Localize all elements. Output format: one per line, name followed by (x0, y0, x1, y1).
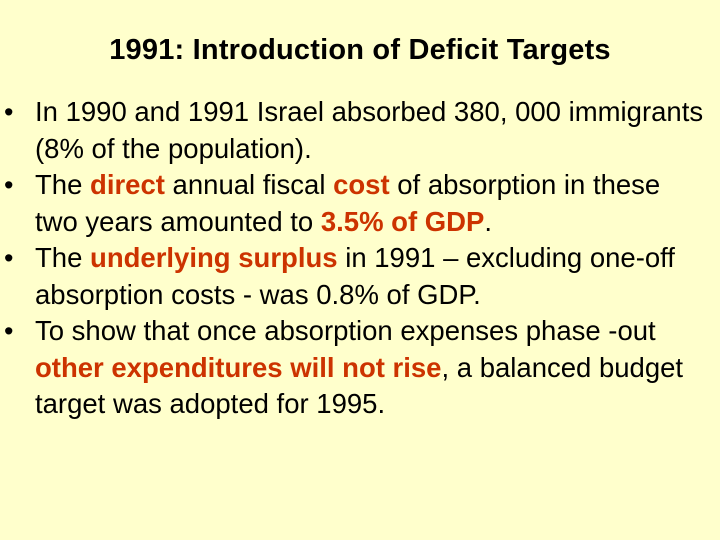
bullet-text: in 1991 – excluding one-off absorption c… (35, 242, 675, 310)
bullet-text: In 1990 and 1991 Israel absorbed 380, 00… (35, 96, 704, 164)
bullet-text: To show that once absorption expenses ph… (35, 315, 656, 346)
bullet-item: • To show that once absorption expenses … (4, 313, 710, 423)
bullet-list: • In 1990 and 1991 Israel absorbed 380, … (4, 94, 710, 423)
bullet-glyph: • (4, 243, 14, 273)
bullet-text: annual fiscal (164, 169, 334, 200)
bullet-text: The (35, 169, 91, 200)
emphasis-text: other expenditures will not rise (35, 351, 442, 383)
bullet-glyph: • (4, 97, 14, 127)
bullet-item: • In 1990 and 1991 Israel absorbed 380, … (4, 94, 710, 167)
bullet-item: • The direct annual fiscal cost of absor… (4, 167, 710, 240)
bullet-text: of absorption in these two years amounte… (35, 169, 661, 237)
bullet-glyph: • (4, 170, 14, 200)
emphasis-text: 3.5% of GDP (320, 205, 485, 237)
emphasis-text: cost (333, 169, 390, 200)
slide-title: 1991: Introduction of Deficit Targets (109, 34, 611, 66)
bullet-text: The (35, 242, 91, 273)
emphasis-text: direct (90, 169, 165, 200)
bullet-item: • The underlying surplus in 1991 – exclu… (4, 240, 710, 313)
emphasis-text: underlying surplus (90, 242, 338, 273)
bullet-text: , a balanced budget target was adopted f… (35, 351, 684, 420)
bullet-glyph: • (4, 316, 14, 346)
bullet-text: . (484, 205, 493, 237)
